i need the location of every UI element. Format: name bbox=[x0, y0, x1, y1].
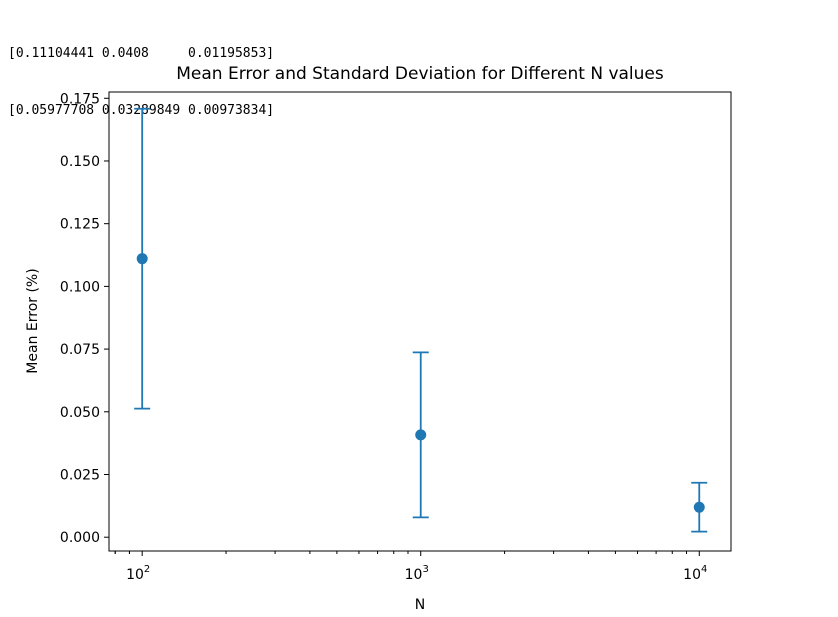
y-tick-label: 0.125 bbox=[60, 217, 100, 233]
x-tick-label: 102 bbox=[126, 564, 150, 583]
console-line: [0.11104441 0.0408 0.01195853] bbox=[8, 46, 275, 61]
y-tick-label: 0.175 bbox=[60, 91, 100, 107]
y-tick-label: 0.050 bbox=[60, 405, 100, 421]
x-tick-label: 103 bbox=[405, 564, 429, 583]
plot-area: 0.000 0.025 0.050 0.075 0.100 0.125 0.150 0.175… bbox=[60, 91, 732, 583]
y-tick-label: 0.100 bbox=[60, 279, 100, 295]
x-axis-title: N bbox=[415, 597, 425, 613]
console-line: [0.05977708 0.03289849 0.00973834] bbox=[8, 103, 275, 118]
x-tick-label: 104 bbox=[683, 564, 707, 583]
axes-frame bbox=[108, 91, 732, 552]
data-point bbox=[415, 429, 427, 441]
y-tick-label: 0.025 bbox=[60, 468, 100, 484]
data-point bbox=[693, 501, 705, 513]
y-tick-label: 0.075 bbox=[60, 342, 100, 358]
chart-title: Mean Error and Standard Deviation for Di… bbox=[176, 64, 664, 84]
data-point bbox=[136, 253, 148, 265]
y-tick-label: 0.000 bbox=[60, 530, 100, 546]
console-output: [0.11104441 0.0408 0.01195853] [0.059777… bbox=[8, 6, 274, 158]
y-axis-title: Mean Error (%) bbox=[25, 268, 41, 373]
y-tick-label: 0.150 bbox=[60, 154, 100, 170]
